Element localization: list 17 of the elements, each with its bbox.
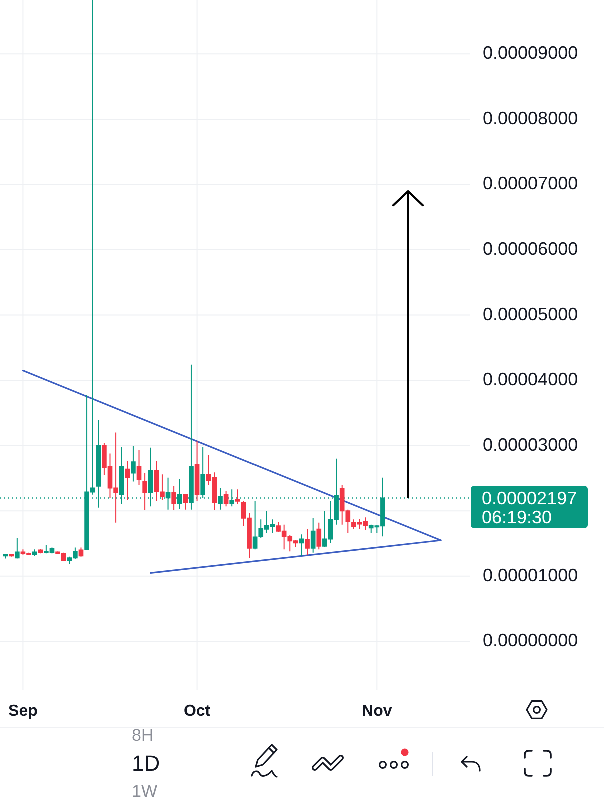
ref-line-label: 0.00002197 xyxy=(482,488,578,508)
x-tick-label: Oct xyxy=(184,703,212,720)
y-tick-label: 0.00000000 xyxy=(483,630,578,650)
y-tick-label: 0.00009000 xyxy=(483,42,578,63)
y-tick-label: 0.00004000 xyxy=(483,369,578,390)
x-tick-label: Nov xyxy=(362,703,392,720)
y-tick-label: 0.00001000 xyxy=(483,565,578,586)
y-tick-label: 0.00005000 xyxy=(483,304,578,324)
y-tick-label: 0.00003000 xyxy=(483,434,578,455)
text: 06:19:30 xyxy=(482,507,552,528)
y-tick-label: 0.00008000 xyxy=(483,108,578,128)
y-tick-label: 0.00007000 xyxy=(483,173,578,194)
text: 1D xyxy=(132,750,160,776)
x-tick-label: Sep xyxy=(8,703,38,720)
y-tick-label: 0.00006000 xyxy=(483,238,578,259)
text: 1W xyxy=(132,782,158,800)
text: 8H xyxy=(132,726,154,746)
